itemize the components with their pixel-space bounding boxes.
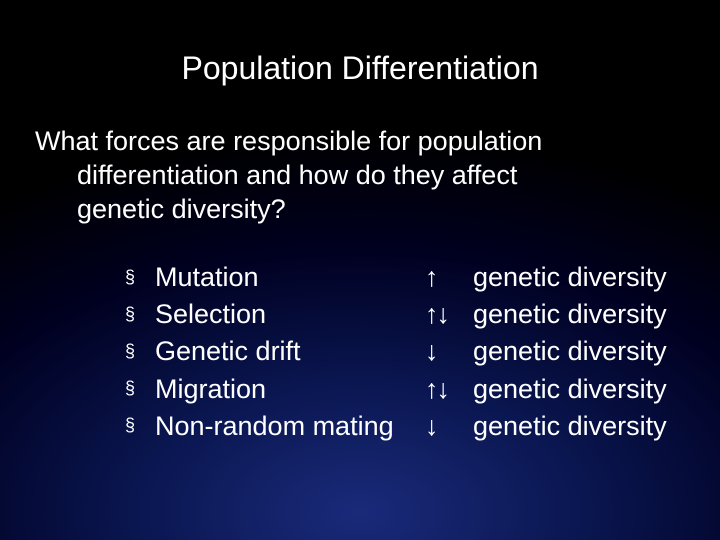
force-effect: genetic diversity	[473, 260, 685, 295]
arrow-icon: ↓	[425, 334, 473, 369]
bullet-icon: §	[125, 266, 155, 289]
bullet-icon: §	[125, 303, 155, 326]
force-name: Non-random mating	[155, 409, 425, 444]
force-name: Migration	[155, 372, 425, 407]
force-name: Selection	[155, 297, 425, 332]
force-effect: genetic diversity	[473, 334, 685, 369]
list-item: § Selection ↑↓ genetic diversity	[125, 297, 685, 332]
list-item: § Genetic drift ↓ genetic diversity	[125, 334, 685, 369]
question-line-2: differentiation and how do they affect	[35, 159, 685, 193]
question-line-1: What forces are responsible for populati…	[35, 126, 542, 156]
force-effect: genetic diversity	[473, 409, 685, 444]
forces-list: § Mutation ↑ genetic diversity § Selecti…	[35, 260, 685, 443]
list-item: § Migration ↑↓ genetic diversity	[125, 372, 685, 407]
force-effect: genetic diversity	[473, 297, 685, 332]
list-item: § Mutation ↑ genetic diversity	[125, 260, 685, 295]
arrow-icon: ↑↓	[425, 297, 473, 332]
bullet-icon: §	[125, 340, 155, 363]
question-text: What forces are responsible for populati…	[35, 125, 685, 226]
bullet-icon: §	[125, 377, 155, 400]
slide: Population Differentiation What forces a…	[0, 0, 720, 540]
force-effect: genetic diversity	[473, 372, 685, 407]
force-name: Genetic drift	[155, 334, 425, 369]
arrow-icon: ↑	[425, 260, 473, 295]
question-line-3: genetic diversity?	[35, 193, 685, 227]
slide-title: Population Differentiation	[35, 50, 685, 87]
list-item: § Non-random mating ↓ genetic diversity	[125, 409, 685, 444]
bullet-icon: §	[125, 414, 155, 437]
arrow-icon: ↑↓	[425, 372, 473, 407]
force-name: Mutation	[155, 260, 425, 295]
arrow-icon: ↓	[425, 409, 473, 444]
